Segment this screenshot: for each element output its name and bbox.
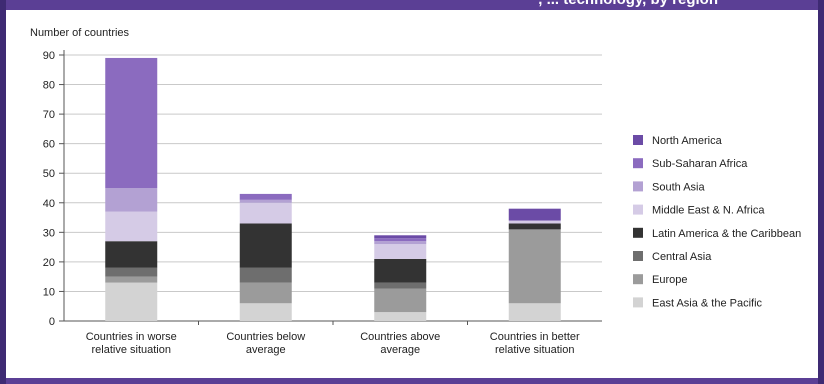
bar-segment <box>239 199 292 203</box>
bar-segment <box>239 223 292 268</box>
bar-segment <box>239 267 292 283</box>
legend-label: Sub-Saharan Africa <box>652 158 748 170</box>
bar-segment <box>105 241 158 268</box>
stacked-bar-chart: Number of countries 0 10 20 30 40 50 60 70 80 90 Co… <box>30 27 801 356</box>
legend-label: South Asia <box>652 181 705 193</box>
y-tick-label: 60 <box>43 139 55 151</box>
legend-swatch <box>633 204 643 215</box>
x-tick-label: Countries below <box>226 331 305 343</box>
header-title: , ... technology, by region <box>538 0 718 8</box>
bar-segment <box>508 208 561 221</box>
legend-swatch <box>633 274 643 285</box>
bar-segment <box>105 57 158 189</box>
footer-band <box>6 378 818 384</box>
y-tick-label: 70 <box>43 109 55 121</box>
legend-label: Europe <box>652 274 687 286</box>
legend-swatch <box>633 181 643 192</box>
bar-segment <box>374 288 427 313</box>
y-tick-label: 90 <box>43 50 55 62</box>
legend-label: Middle East & N. Africa <box>652 205 765 217</box>
legend-swatch <box>633 297 643 308</box>
bar-segment <box>105 211 158 242</box>
y-tick-label: 40 <box>43 198 55 210</box>
x-tick-label: average <box>380 344 420 356</box>
bar-segment <box>374 241 427 245</box>
x-tick-label: relative situation <box>92 344 172 356</box>
bar-segment <box>374 238 427 242</box>
bar-segment <box>374 312 427 321</box>
legend-swatch <box>633 158 643 169</box>
bar-segment <box>239 202 292 224</box>
legend-label: Latin America & the Caribbean <box>652 228 801 240</box>
bar-segment <box>239 193 292 200</box>
bar-segment <box>374 235 427 239</box>
legend-swatch <box>633 135 643 145</box>
bar-segment <box>239 282 292 304</box>
bar-segment <box>508 223 561 230</box>
y-tick-label: 10 <box>43 286 55 298</box>
x-tick-label: Countries in better <box>490 331 580 343</box>
bar-segment <box>508 229 561 304</box>
y-tick-label: 30 <box>43 227 55 239</box>
x-tick-label: Countries in worse <box>86 331 177 343</box>
x-tick-label: relative situation <box>495 344 575 356</box>
bar-segment <box>508 303 561 321</box>
bar-segment <box>374 258 427 283</box>
x-tick-label: average <box>246 344 286 356</box>
x-tick-label: Countries above <box>360 331 440 343</box>
y-tick-label: 0 <box>49 316 55 328</box>
bar-segment <box>374 244 427 259</box>
legend-swatch <box>633 227 643 238</box>
legend-swatch <box>633 251 643 261</box>
bar-segment <box>105 282 158 321</box>
bar-segment <box>239 303 292 321</box>
bar-segment <box>374 282 427 289</box>
y-tick-label: 20 <box>43 257 55 269</box>
header-band: , ... technology, by region <box>6 0 818 10</box>
y-tick-label: 50 <box>43 168 55 180</box>
bar-segment <box>105 267 158 277</box>
legend-label: North America <box>652 135 723 147</box>
bar-segment <box>508 220 561 224</box>
legend-label: Central Asia <box>652 251 712 263</box>
y-axis-label: Number of countries <box>30 27 130 39</box>
bar-segment <box>105 276 158 283</box>
legend-label: East Asia & the Pacific <box>652 297 763 309</box>
bar-segment <box>105 188 158 212</box>
y-tick-label: 80 <box>43 80 55 92</box>
